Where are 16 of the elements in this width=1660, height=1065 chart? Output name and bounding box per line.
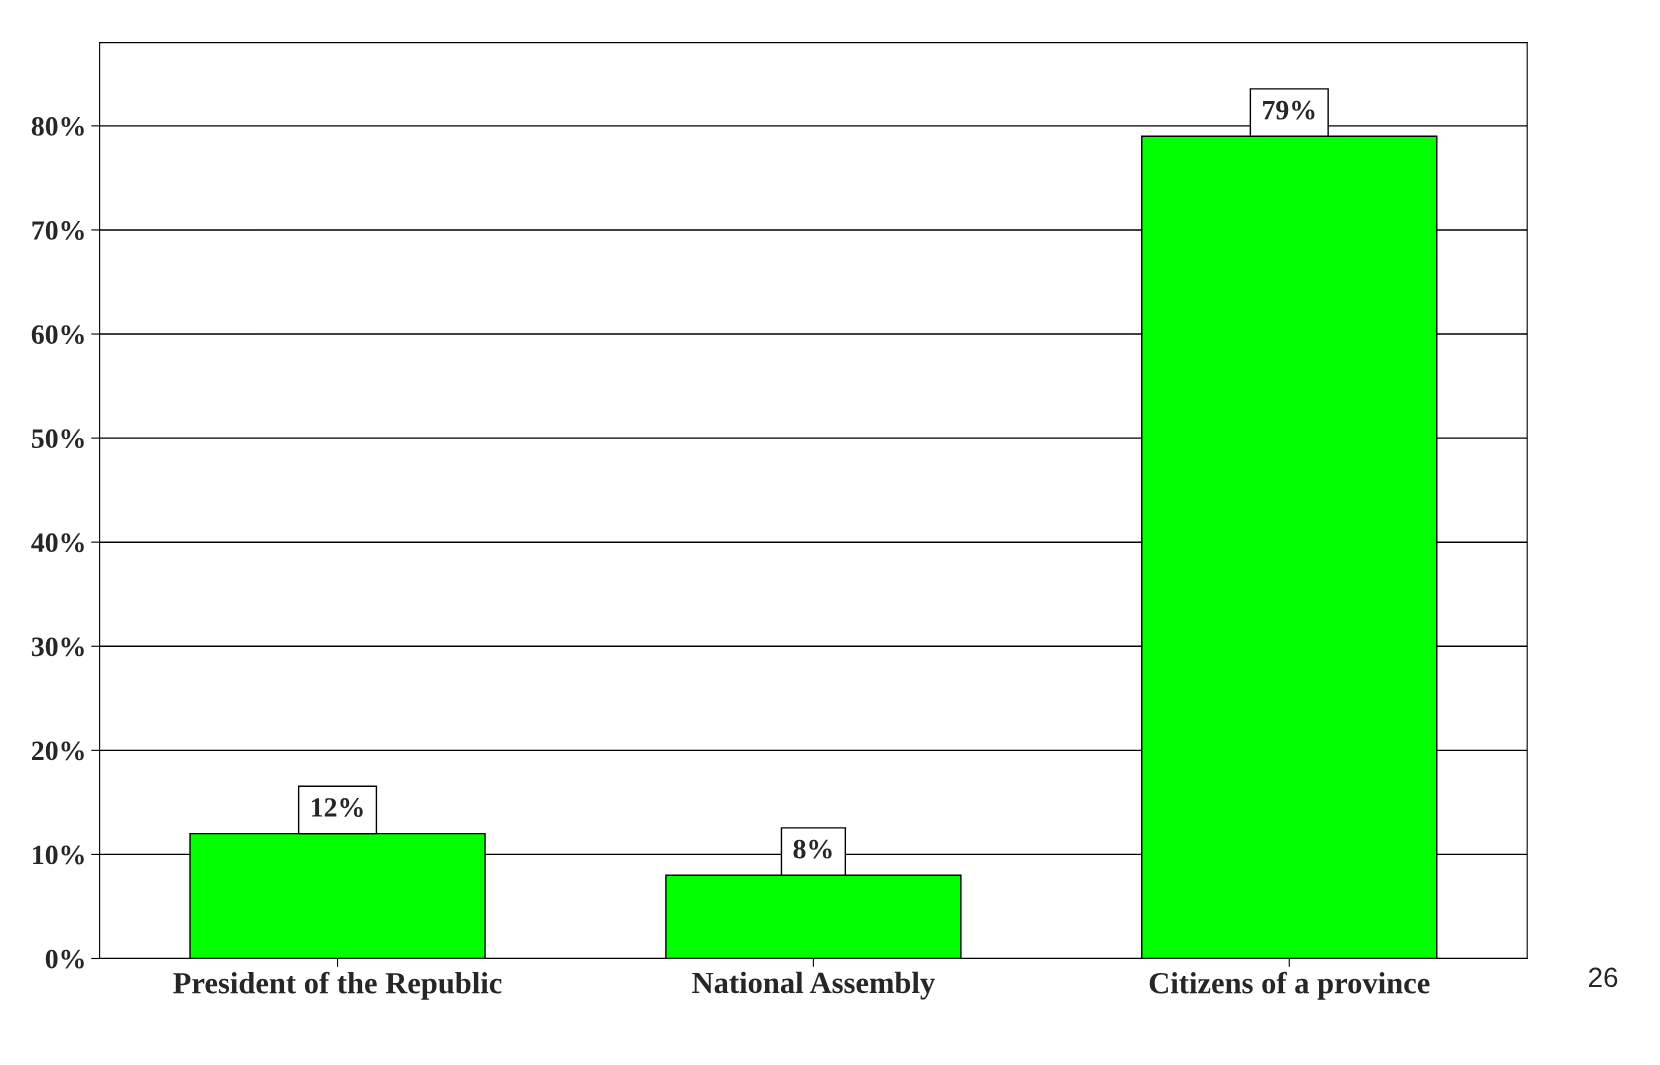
y-tick-label: 70% [32,221,84,240]
y-tick-label: 10% [33,845,84,865]
y-tick-label: 30% [31,637,84,657]
data-label: 12% [311,798,363,817]
y-tick-label: 50% [31,429,84,449]
y-tick-label: 40% [31,533,84,553]
y-tick-label: 80% [31,117,84,136]
data-label: 79% [1263,100,1315,120]
x-tick-label: President of the Republic [173,971,502,1000]
y-tick-label: 0% [45,949,84,969]
text: 26 [1589,967,1618,988]
data-label: 8% [793,839,832,859]
y-tick-label: 60% [31,325,84,345]
x-tick-label: Citizens of a province [1149,971,1430,1000]
y-tick-label: 20% [32,741,84,761]
x-tick-label: National Assembly [692,971,935,1000]
